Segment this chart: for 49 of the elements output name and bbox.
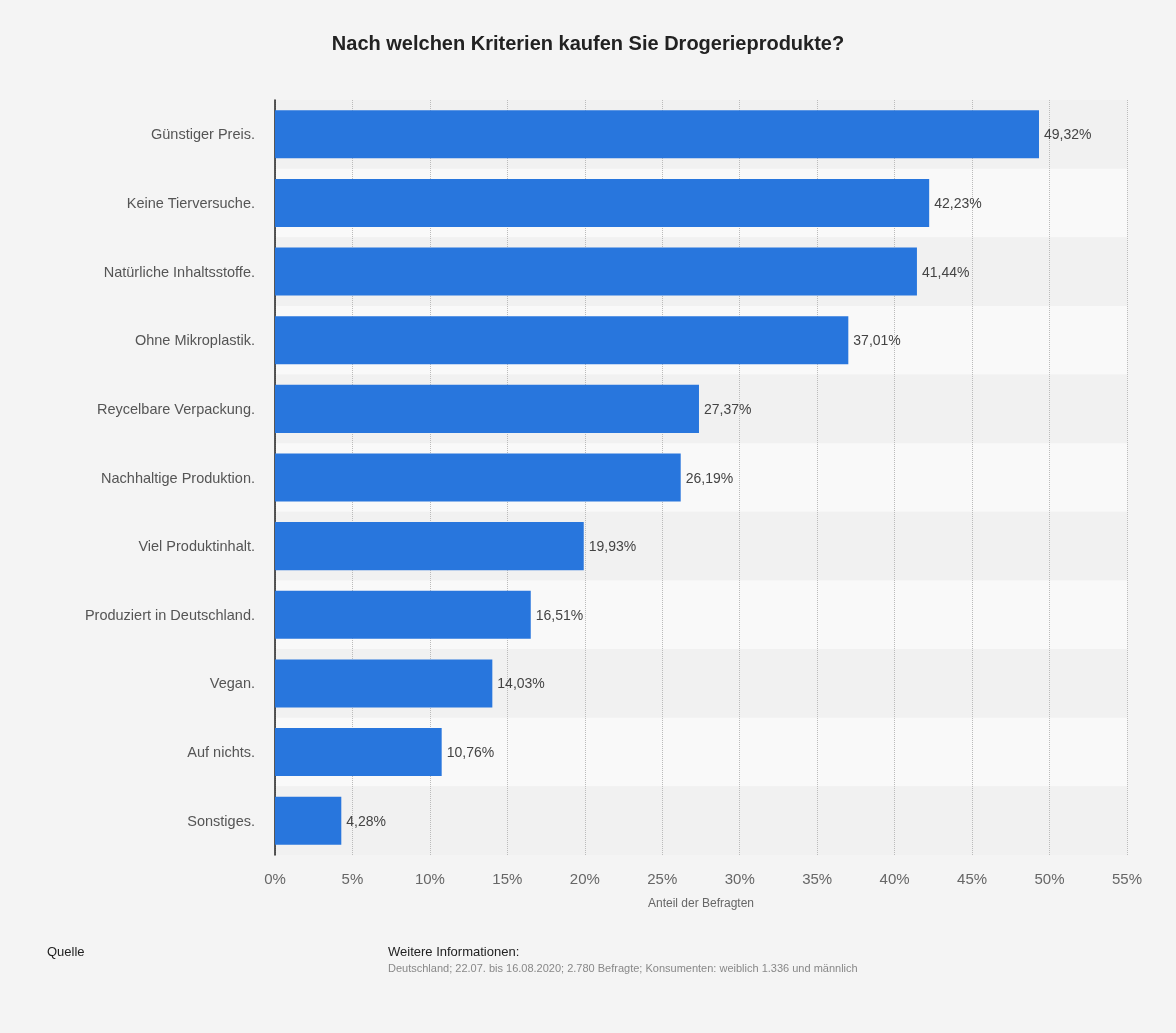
x-tick-label: 40% (879, 870, 910, 887)
bar (275, 453, 681, 502)
bar (275, 178, 930, 227)
data-label: 37,01% (853, 332, 901, 349)
data-label: 19,93% (588, 538, 637, 555)
y-tick-label: Sonstiges. (187, 812, 255, 829)
x-tick-label: 30% (724, 870, 755, 887)
y-tick-label: Viel Produktinhalt. (138, 538, 255, 555)
bar (275, 522, 584, 571)
chart-title: Nach welchen Kriterien kaufen Sie Drogerieprodukte? (331, 32, 845, 54)
data-label: 27,37% (703, 400, 752, 417)
x-axis-title: Anteil der Befragten (647, 896, 755, 910)
y-tick-label: Natürliche Inhaltsstoffe. (103, 263, 255, 280)
data-label: 49,32% (1044, 126, 1092, 143)
y-tick-label: Vegan. (209, 675, 255, 692)
y-tick-label: Keine Tierversuche. (126, 194, 255, 211)
x-tick-label: 15% (492, 870, 523, 887)
y-tick-label: Ohne Mikroplastik. (134, 332, 255, 349)
x-tick-label: 10% (414, 870, 445, 887)
data-label: 4,28% (346, 812, 386, 829)
y-tick-label: Reycelbare Verpackung. (97, 400, 255, 417)
x-tick-label: 25% (647, 870, 678, 887)
x-tick-label: 5% (341, 870, 364, 887)
bar (275, 316, 849, 365)
text: Quelle (47, 944, 85, 959)
data-label: 16,51% (535, 606, 584, 623)
bar (275, 384, 699, 433)
data-label: 14,03% (497, 675, 545, 692)
y-tick-label: Auf nichts. (187, 744, 255, 761)
bar (275, 659, 493, 708)
y-tick-label: Produziert in Deutschland. (84, 606, 255, 623)
x-tick-label: 35% (802, 870, 833, 887)
bar (275, 247, 917, 296)
x-tick-label: 20% (569, 870, 600, 887)
text: Deutschland; 22.07. bis 16.08.2020; 2.780 Befragte; Konsumenten: weiblich 1.336 und männlich (388, 961, 858, 974)
x-tick-label: 50% (1034, 870, 1065, 887)
data-label: 26,19% (685, 469, 734, 486)
x-tick-label: 0% (264, 870, 286, 887)
bar (275, 728, 442, 777)
bar (275, 590, 531, 639)
x-tick-label: 55% (1111, 870, 1143, 887)
data-label: 42,23% (934, 194, 982, 211)
y-tick-label: Günstiger Preis. (151, 126, 255, 143)
y-tick-label: Nachhaltige Produktion. (101, 469, 255, 486)
text: Weitere Informationen: (388, 944, 520, 959)
data-label: 10,76% (446, 744, 495, 761)
data-label: 41,44% (921, 263, 970, 280)
x-tick-label: 45% (957, 870, 988, 887)
bar (275, 796, 342, 845)
